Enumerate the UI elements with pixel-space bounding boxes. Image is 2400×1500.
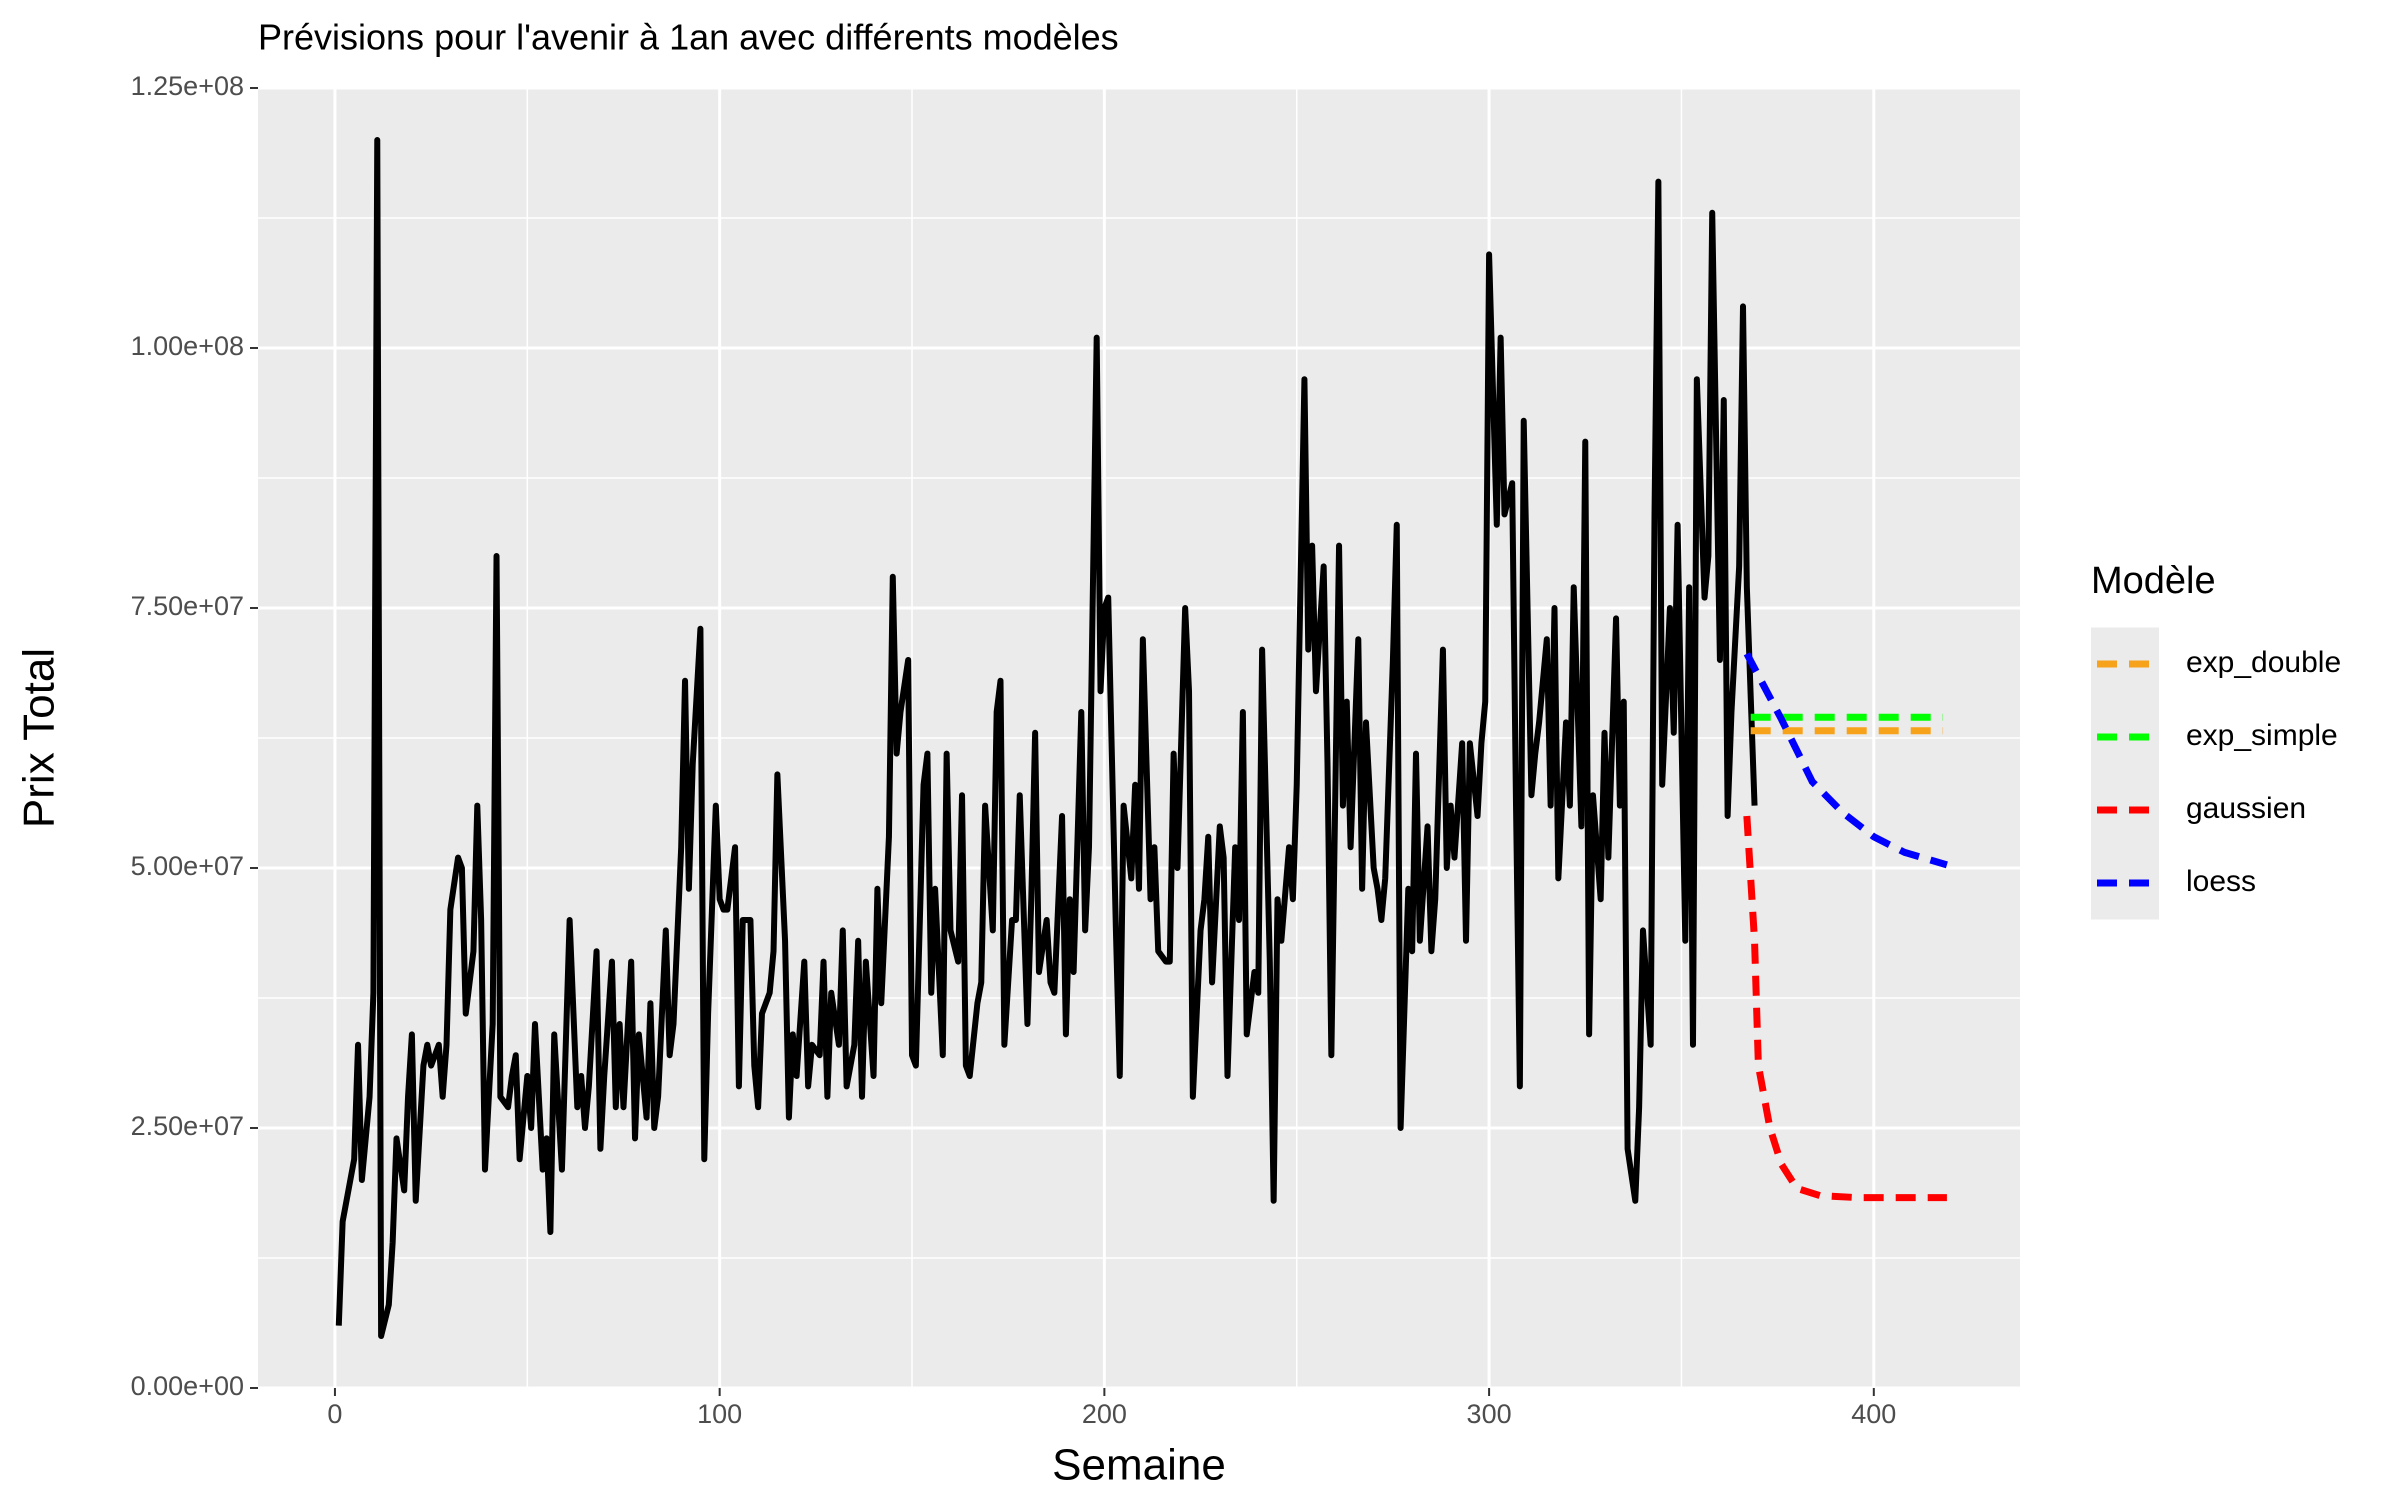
y-tick-label: 7.50e+07 xyxy=(131,591,244,621)
x-axis-title: Semaine xyxy=(1052,1441,1226,1490)
legend-title: Modèle xyxy=(2091,560,2216,602)
legend-label: gaussien xyxy=(2186,792,2306,825)
legend-label: exp_double xyxy=(2186,646,2341,679)
x-tick-label: 400 xyxy=(1851,1399,1896,1429)
x-tick-label: 100 xyxy=(697,1399,742,1429)
legend-label: exp_simple xyxy=(2186,719,2338,752)
x-tick-label: 300 xyxy=(1467,1399,1512,1429)
y-tick-label: 1.25e+08 xyxy=(131,71,244,101)
forecast-line xyxy=(1743,652,1948,869)
y-tick-label: 0.00e+00 xyxy=(131,1371,244,1401)
data-line xyxy=(335,137,1758,1339)
x-tick-label: 0 xyxy=(327,1399,342,1429)
y-axis-title: Prix Total xyxy=(15,648,64,828)
legend-label: loess xyxy=(2186,865,2256,898)
x-tick-label: 200 xyxy=(1082,1399,1127,1429)
chart-title: Prévisions pour l'avenir à 1an avec diff… xyxy=(258,17,1119,58)
y-tick-label: 5.00e+07 xyxy=(131,851,244,881)
y-tick-label: 1.00e+08 xyxy=(131,331,244,361)
y-tick-label: 2.50e+07 xyxy=(131,1111,244,1141)
forecast-line xyxy=(1743,815,1947,1202)
